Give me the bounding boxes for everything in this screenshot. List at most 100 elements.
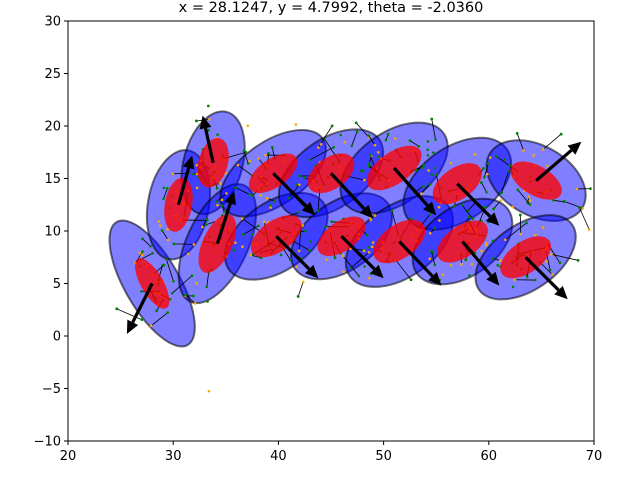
chart-title: x = 28.1247, y = 4.7992, theta = -2.0360 <box>179 0 484 16</box>
particle-point <box>485 243 488 247</box>
particle-point <box>410 217 413 220</box>
landmark-ray <box>542 133 562 150</box>
y-tick-label: −5 <box>42 382 61 397</box>
heading-arrow-head <box>304 264 319 279</box>
heading-arrow-head <box>486 271 500 286</box>
heading-arrow-shaft <box>203 127 215 164</box>
landmark-ray <box>291 239 310 251</box>
particle-point <box>525 275 529 279</box>
y-tick-label: 20 <box>44 120 61 135</box>
particle-point <box>264 153 267 157</box>
particle-point <box>420 192 423 195</box>
heading-arrow-shaft <box>272 172 308 208</box>
landmark-ray <box>297 281 304 297</box>
particle-point <box>325 258 328 261</box>
particle-point <box>528 199 532 202</box>
landmark-point <box>215 200 218 204</box>
landmark-ray <box>288 184 300 199</box>
particle-point <box>297 211 301 214</box>
landmark-ray <box>309 146 334 161</box>
particle-point <box>460 203 464 207</box>
particle-point <box>486 172 489 176</box>
landmark-point <box>166 311 170 315</box>
landmark-point <box>244 150 248 154</box>
landmark-point <box>165 187 169 190</box>
landmark-ray <box>553 199 565 203</box>
particle-point <box>513 278 517 282</box>
particle-point <box>248 193 251 196</box>
particle-point <box>363 265 366 268</box>
landmark-point <box>308 248 311 252</box>
particle-point <box>220 198 224 202</box>
particle-point <box>157 220 161 223</box>
landmark-point <box>302 176 306 180</box>
landmark-point <box>191 294 195 298</box>
landmark-point <box>333 256 337 260</box>
particle-point <box>362 249 366 253</box>
landmark-point <box>184 293 187 297</box>
landmark-point <box>316 209 320 213</box>
particle-point <box>417 145 421 148</box>
landmark-point <box>204 223 208 227</box>
x-tick-label: 40 <box>270 449 287 464</box>
landmark-point <box>330 220 334 224</box>
particle-point <box>426 148 429 152</box>
landmark-point <box>492 207 495 211</box>
particle-point <box>433 166 437 170</box>
particle-point <box>251 233 255 236</box>
landmark-ray <box>216 193 227 203</box>
particle-point <box>414 168 418 172</box>
landmark-ray <box>481 182 487 193</box>
particle-point <box>470 262 474 266</box>
particle-point <box>373 143 377 147</box>
landmark-ray <box>351 251 370 269</box>
particle-point <box>507 170 510 173</box>
landmark-point <box>367 134 370 137</box>
particle-point <box>350 144 353 148</box>
particle-point <box>140 290 143 293</box>
landmark-ray <box>202 219 208 228</box>
landmark-point <box>409 278 413 282</box>
landmark-ray <box>368 135 376 146</box>
particle-point <box>301 224 305 227</box>
particle-point <box>241 245 244 249</box>
particle-point <box>342 270 345 274</box>
heading-arrow-head <box>485 212 500 226</box>
particle-point <box>289 258 292 262</box>
landmark-ray <box>166 259 174 282</box>
heading-arrow-head <box>359 204 374 219</box>
particle-point <box>140 318 144 322</box>
particle-point <box>205 285 209 289</box>
landmark-point <box>533 278 537 282</box>
particle-point <box>149 324 153 328</box>
heading-arrow-shaft <box>524 256 560 292</box>
landmark-point <box>452 204 456 208</box>
particle-point <box>186 252 190 256</box>
particle-point <box>511 205 515 209</box>
landmark-point <box>433 226 437 230</box>
particle-point <box>216 133 219 137</box>
particle-point <box>207 104 210 108</box>
particle-point <box>587 228 591 231</box>
y-tick-label: 25 <box>44 67 61 82</box>
landmark-point <box>558 261 562 265</box>
landmark-point <box>162 263 166 267</box>
landmark-point <box>386 132 390 136</box>
landmark-point <box>215 186 219 190</box>
heading-arrow-head <box>182 155 195 170</box>
particle-point <box>166 238 170 242</box>
heading-arrow-shaft <box>535 149 573 182</box>
particle-point <box>522 149 525 152</box>
particle-point <box>485 190 488 194</box>
landmark-ray <box>342 255 360 277</box>
particle-point <box>294 265 298 269</box>
particle-point <box>426 153 430 157</box>
landmark-point <box>559 132 563 136</box>
landmark-ray <box>250 254 262 259</box>
landmark-point <box>141 250 144 254</box>
particle-point <box>581 206 585 210</box>
landmark-point <box>480 181 483 184</box>
particle-point <box>265 197 269 200</box>
particle-point <box>170 291 174 295</box>
particle-point <box>149 245 152 248</box>
